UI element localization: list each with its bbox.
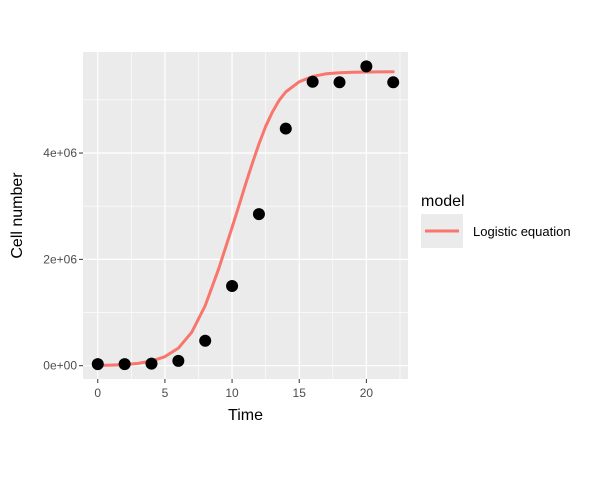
series-layer	[96, 70, 395, 367]
legend: model Logistic equation	[421, 193, 571, 248]
grid-major	[83, 52, 408, 379]
grid-minor	[83, 52, 408, 379]
data-point	[226, 279, 239, 292]
data-point	[387, 76, 400, 89]
data-point	[306, 75, 319, 88]
data-point	[333, 76, 346, 89]
x-tick-label: 0	[94, 386, 101, 400]
data-point	[360, 60, 373, 73]
tick-labels: 0 5 10 15 20 0e+00 2e+06 4e+06	[43, 146, 373, 400]
legend-label: Logistic equation	[473, 224, 571, 239]
x-tick-label: 5	[162, 386, 169, 400]
x-tick-label: 10	[225, 386, 239, 400]
points-layer	[91, 60, 400, 371]
data-point	[91, 358, 104, 371]
y-tick-label: 2e+06	[43, 252, 77, 266]
x-tick-label: 20	[360, 386, 374, 400]
data-point	[279, 122, 292, 135]
x-axis-title: Time	[228, 407, 263, 424]
data-point	[145, 357, 158, 370]
x-tick-label: 15	[293, 386, 307, 400]
legend-title: model	[421, 193, 465, 210]
y-tick-label: 0e+00	[43, 359, 77, 373]
y-axis-title: Cell number	[9, 172, 26, 259]
data-point	[199, 334, 212, 347]
plot-panel	[83, 52, 408, 379]
data-point	[172, 354, 185, 367]
y-tick-label: 4e+06	[43, 146, 77, 160]
series-line-logistic	[96, 70, 395, 367]
data-point	[118, 358, 131, 371]
axis-ticks	[79, 152, 367, 383]
data-point	[252, 208, 265, 221]
